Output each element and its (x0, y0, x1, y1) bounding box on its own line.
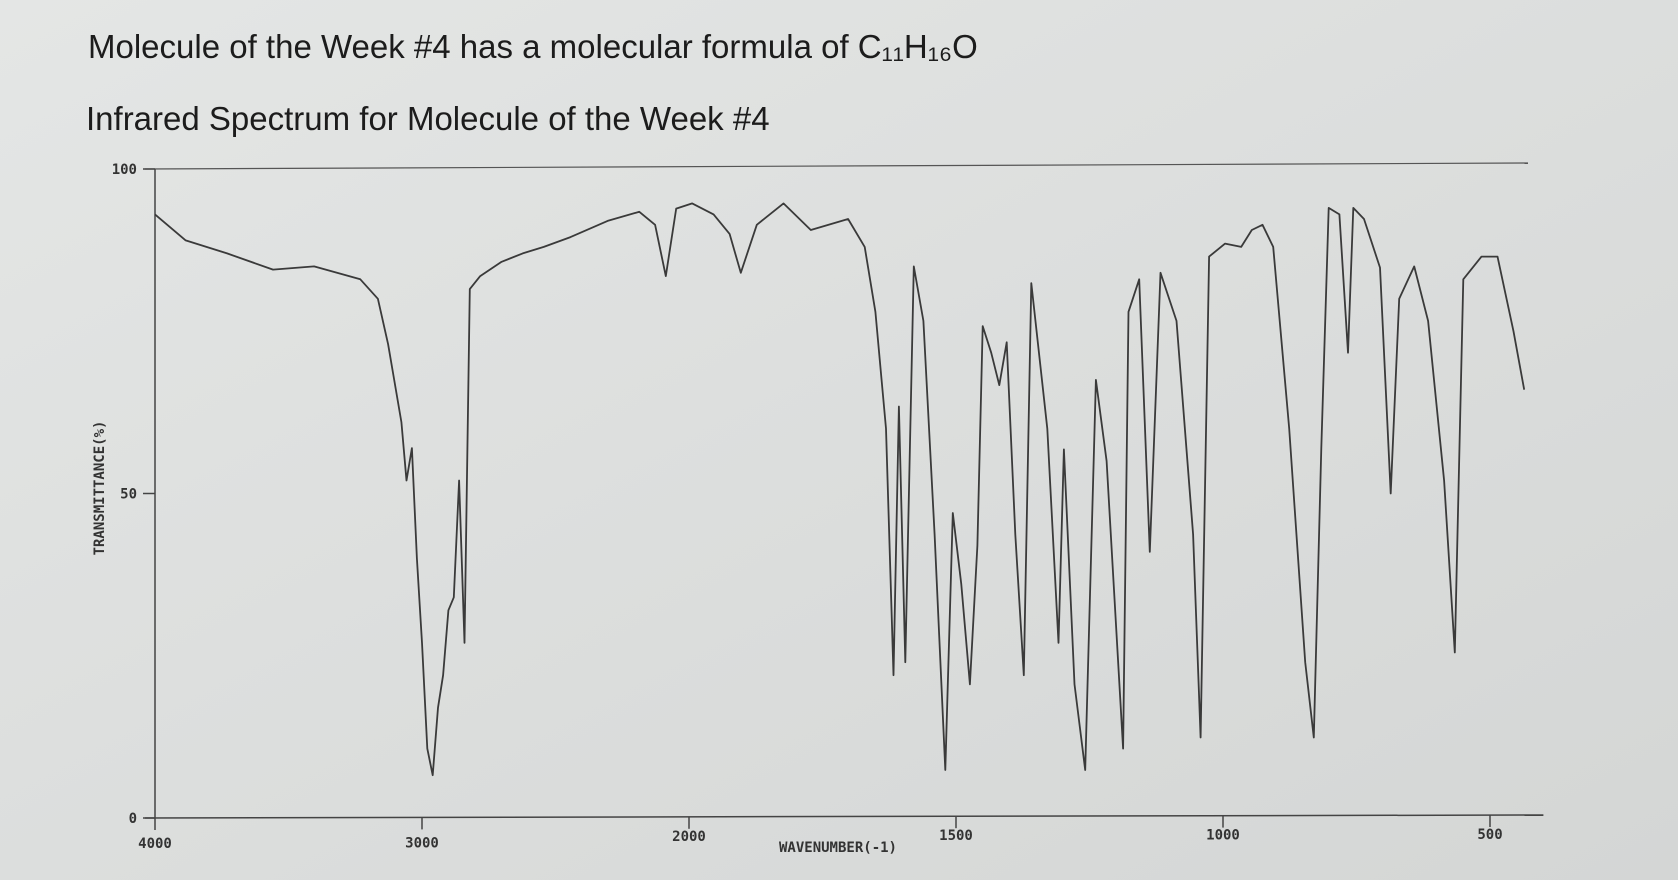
y-tick-label: 100 (112, 162, 137, 178)
x-tick-label: 1000 (1206, 828, 1240, 844)
spectrum-line (154, 202, 1526, 777)
x-tick-label: 2000 (672, 829, 706, 845)
y-tick-label: 50 (120, 487, 137, 503)
chart-subtitle: Infrared Spectrum for Molecule of the We… (86, 100, 770, 137)
x-axis-label: WAVENUMBER(-1) (779, 840, 897, 856)
x-axis (144, 814, 1544, 819)
x-tick-label: 500 (1477, 827, 1502, 843)
plot-top-border (144, 162, 1529, 170)
y-axis-label: TRANSMITTANCE(%) (92, 421, 108, 556)
y-tick-label: 0 (129, 811, 137, 827)
x-tick-label: 4000 (138, 836, 172, 852)
chart-title: Molecule of the Week #4 has a molecular … (88, 28, 978, 65)
x-tick-label: 1500 (939, 828, 973, 844)
x-tick-label: 3000 (405, 835, 439, 851)
